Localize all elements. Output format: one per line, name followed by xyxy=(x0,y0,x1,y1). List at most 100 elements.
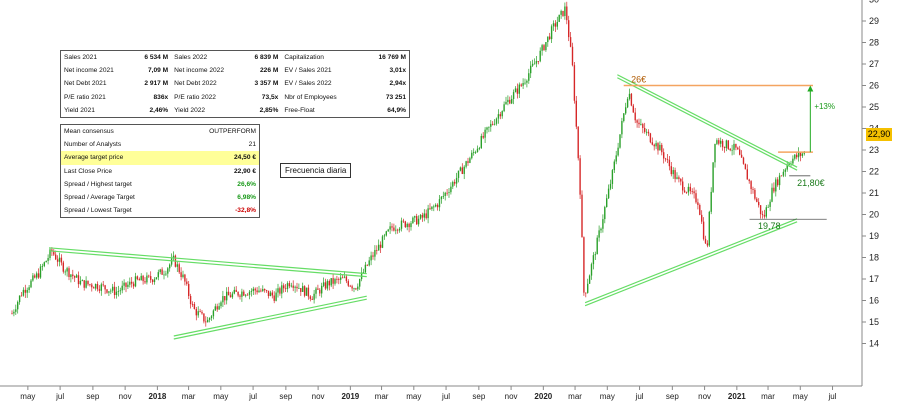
candle-body xyxy=(493,123,496,125)
candle-body xyxy=(336,278,338,280)
candle-body xyxy=(94,283,97,289)
candle-body xyxy=(83,280,85,288)
support-high-label: 21,80€ xyxy=(797,178,825,188)
candle-body xyxy=(587,283,589,293)
last-price-badge: 22,90 xyxy=(866,128,892,141)
candle-body xyxy=(522,83,524,86)
candle-body xyxy=(391,226,393,228)
candle-body xyxy=(773,187,775,192)
candle-body xyxy=(231,293,234,298)
candle-body xyxy=(442,195,444,197)
candle-body xyxy=(328,281,330,286)
candle-body xyxy=(102,284,104,286)
candle-body xyxy=(79,280,82,285)
financials-value: 2,46% xyxy=(149,106,169,114)
candle-body xyxy=(625,107,627,114)
candle-body xyxy=(239,295,241,297)
resistance-line-2020 xyxy=(617,77,798,171)
candle-body xyxy=(385,231,387,236)
candle-body xyxy=(275,292,277,301)
candle-body xyxy=(279,288,281,294)
candle-body xyxy=(197,311,199,316)
candle-body xyxy=(290,285,292,287)
candle-body xyxy=(319,289,321,294)
candle-body xyxy=(499,114,501,117)
candle-body xyxy=(579,158,581,195)
financials-value: 6 534 M xyxy=(144,54,169,62)
candle-body xyxy=(446,192,448,194)
candle-body xyxy=(488,126,490,128)
candle-body xyxy=(786,164,788,170)
consensus-table: Mean consensus OUTPERFORM Number of Analys… xyxy=(60,124,260,219)
candle-body xyxy=(725,140,728,149)
candle-body xyxy=(398,228,401,231)
candle-body xyxy=(784,169,786,172)
candle-body xyxy=(246,294,249,296)
consensus-label: Spread / Highest target xyxy=(64,180,132,188)
candle-body xyxy=(797,152,800,158)
candle-body xyxy=(353,288,355,290)
candle-body xyxy=(338,278,340,280)
candle-body xyxy=(383,235,386,237)
financials-value: 7,09 M xyxy=(147,67,169,75)
candle-body xyxy=(345,276,348,282)
x-tick-label: sep xyxy=(279,392,292,401)
candle-body xyxy=(731,149,733,151)
y-tick-label: 30 xyxy=(869,0,879,5)
candle-body xyxy=(322,282,325,286)
candle-body xyxy=(283,285,285,289)
candle-body xyxy=(113,286,116,296)
y-tick-label: 28 xyxy=(869,38,879,48)
candle-body xyxy=(427,208,429,219)
candle-body xyxy=(49,249,51,259)
candle-body xyxy=(455,177,458,184)
candle-body xyxy=(70,274,72,277)
y-tick-label: 22 xyxy=(869,167,879,177)
support-low-label: 19,78 xyxy=(758,221,781,231)
candle-body xyxy=(254,288,256,291)
candle-body xyxy=(269,292,272,297)
candle-body xyxy=(212,310,215,317)
candle-body xyxy=(264,288,266,291)
candle-body xyxy=(423,213,425,218)
candle-body xyxy=(733,143,735,150)
candle-body xyxy=(761,214,764,215)
candle-body xyxy=(349,285,351,287)
candle-body xyxy=(594,254,596,256)
candle-body xyxy=(355,288,357,290)
y-tick-label: 27 xyxy=(869,59,879,69)
candle-body xyxy=(528,73,530,81)
y-tick-label: 18 xyxy=(869,253,879,263)
candle-body xyxy=(518,84,520,94)
candle-body xyxy=(547,36,549,43)
candle-body xyxy=(205,321,207,323)
candle-body xyxy=(748,179,750,182)
candle-body xyxy=(556,21,558,27)
candle-body xyxy=(554,23,557,27)
candle-body xyxy=(235,289,237,292)
candle-body xyxy=(313,293,315,300)
candle-body xyxy=(465,161,467,167)
candle-body xyxy=(199,311,201,313)
candle-body xyxy=(106,289,108,293)
candle-body xyxy=(685,192,688,194)
candle-body xyxy=(64,271,66,273)
x-tick-label: nov xyxy=(698,392,711,401)
candle-body xyxy=(702,221,705,239)
candle-body xyxy=(127,284,129,287)
candle-body xyxy=(186,281,188,284)
candle-body xyxy=(644,127,646,132)
candle-body xyxy=(159,269,161,273)
candle-body xyxy=(410,223,412,228)
candle-body xyxy=(765,207,767,217)
resistance-line-2020 xyxy=(617,74,798,168)
candle-body xyxy=(303,286,306,296)
financials-value: 226 M xyxy=(259,67,279,75)
candle-body xyxy=(45,260,47,263)
consensus-label: Mean consensus xyxy=(64,128,114,136)
candle-body xyxy=(317,288,319,290)
candle-body xyxy=(626,98,629,108)
target-arrowhead xyxy=(807,85,814,92)
candle-body xyxy=(134,276,137,287)
